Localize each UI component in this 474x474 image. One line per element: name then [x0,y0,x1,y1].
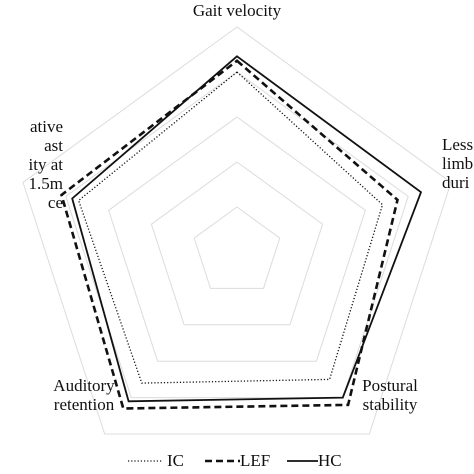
axis-label-line: ity at [29,155,64,174]
axis-label-line: Gait velocity [193,1,282,20]
grid-ring-2 [150,161,324,326]
legend-label: LEF [240,451,270,470]
axis-label-line: duri [442,173,470,192]
legend-item-ic: IC [128,451,184,470]
series-lef [60,59,399,410]
axis-label-5: ative ast ity at 1.5m ce [29,117,64,212]
axis-label-line: limb [442,154,473,173]
axis-label-line: Postural [362,376,418,395]
legend-item-lef: LEF [205,451,270,470]
radar-series [60,55,423,410]
axis-label-3: Postural stability [362,376,418,414]
axis-label-line: Auditory [53,376,115,395]
axis-label-line: ast [44,136,63,155]
axis-label-line: retention [54,395,115,414]
axis-labels: Gait velocity Less limb duri Postural stabili… [29,1,474,414]
axis-label-line: stability [363,395,418,414]
grid-ring-4 [65,71,409,399]
axis-label-line: Less [442,135,473,154]
grid-ring-1 [193,206,281,289]
grid-ring-5 [22,26,452,435]
axis-label-line: 1.5m [29,174,63,193]
axis-label-1: Gait velocity [193,1,282,20]
axis-label-line: ative [30,117,63,136]
legend-item-hc: HC [287,451,342,470]
axis-label-4: Auditory retention [53,376,115,414]
legend-label: IC [167,451,184,470]
axis-label-line: ce [48,193,63,212]
grid-ring-3 [108,116,366,362]
legend-label: HC [318,451,342,470]
series-hc [71,55,423,403]
axis-label-2: Less limb duri [442,135,473,192]
radar-grid [22,26,452,435]
series-ic [77,71,384,384]
legend: IC LEF HC [128,451,342,470]
